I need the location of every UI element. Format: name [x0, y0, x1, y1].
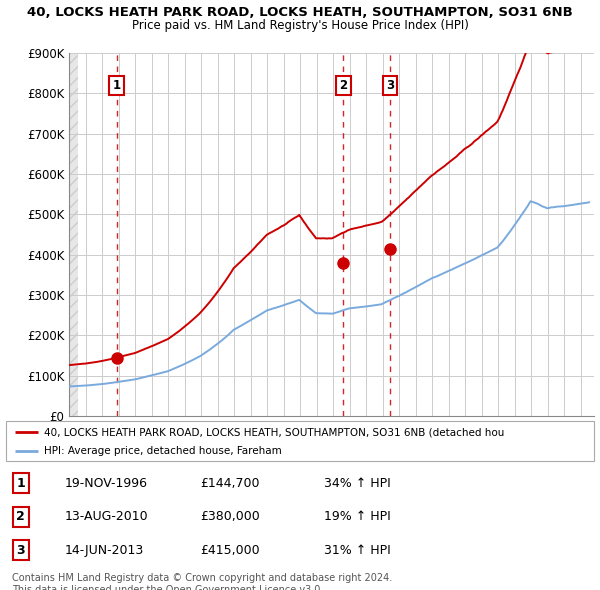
- Text: 1: 1: [16, 477, 25, 490]
- Text: 19% ↑ HPI: 19% ↑ HPI: [323, 510, 390, 523]
- Bar: [69, 53, 78, 416]
- Text: 3: 3: [386, 79, 394, 92]
- Text: 2: 2: [16, 510, 25, 523]
- Text: 1: 1: [113, 79, 121, 92]
- Text: 19-NOV-1996: 19-NOV-1996: [65, 477, 148, 490]
- Text: £144,700: £144,700: [200, 477, 260, 490]
- Text: 3: 3: [16, 544, 25, 557]
- Text: 34% ↑ HPI: 34% ↑ HPI: [323, 477, 390, 490]
- Text: 14-JUN-2013: 14-JUN-2013: [65, 544, 144, 557]
- FancyBboxPatch shape: [6, 421, 594, 461]
- Text: £415,000: £415,000: [200, 544, 260, 557]
- Text: 40, LOCKS HEATH PARK ROAD, LOCKS HEATH, SOUTHAMPTON, SO31 6NB (detached hou: 40, LOCKS HEATH PARK ROAD, LOCKS HEATH, …: [44, 427, 505, 437]
- Text: Price paid vs. HM Land Registry's House Price Index (HPI): Price paid vs. HM Land Registry's House …: [131, 19, 469, 32]
- Text: 31% ↑ HPI: 31% ↑ HPI: [323, 544, 390, 557]
- Text: 40, LOCKS HEATH PARK ROAD, LOCKS HEATH, SOUTHAMPTON, SO31 6NB: 40, LOCKS HEATH PARK ROAD, LOCKS HEATH, …: [27, 6, 573, 19]
- Text: 13-AUG-2010: 13-AUG-2010: [65, 510, 148, 523]
- Text: HPI: Average price, detached house, Fareham: HPI: Average price, detached house, Fare…: [44, 445, 282, 455]
- Text: 2: 2: [340, 79, 347, 92]
- Text: £380,000: £380,000: [200, 510, 260, 523]
- Text: Contains HM Land Registry data © Crown copyright and database right 2024.
This d: Contains HM Land Registry data © Crown c…: [12, 573, 392, 590]
